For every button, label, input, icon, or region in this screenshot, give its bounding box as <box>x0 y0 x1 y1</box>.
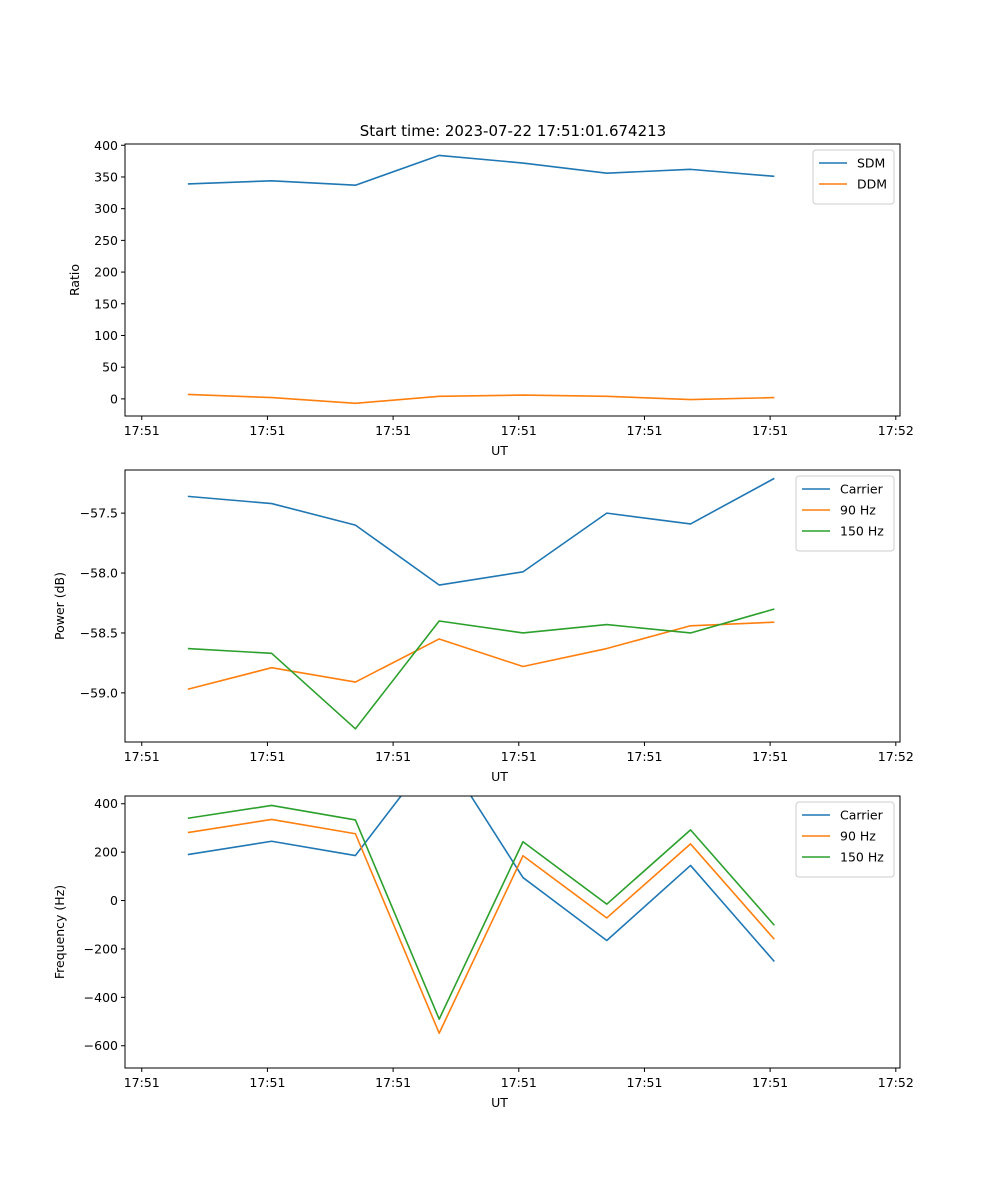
p1-y-tick-label: 100 <box>94 328 118 343</box>
p3-series-90-hz <box>187 818 775 1034</box>
p1-y-tick-label: 250 <box>94 233 118 248</box>
p2-x-tick-label: 17:51 <box>626 749 662 764</box>
p3-legend-label-carrier: Carrier <box>840 808 884 823</box>
p3-y-tick-label: −600 <box>84 1038 118 1053</box>
p3-y-tick-label: −200 <box>84 941 118 956</box>
p2-legend-label-150-hz: 150 Hz <box>840 524 884 539</box>
p2-series-150-hz <box>187 608 775 730</box>
p1-y-tick-label: 0 <box>110 391 118 406</box>
p2-x-tick-label: 17:51 <box>501 749 537 764</box>
p3-y-tick-label: 400 <box>94 796 118 811</box>
p2-legend-box <box>795 475 895 552</box>
p1-axes-frame <box>124 143 901 417</box>
p1-x-tick-label: 17:51 <box>626 423 662 438</box>
p1-x-tick-label: 17:52 <box>878 423 914 438</box>
subplot-ratio: 17:51 17:51 17:51 17:51 17:51 17:51 17:52 0 50 10… <box>67 138 914 458</box>
p1-legend-label-ddm: DDM <box>857 177 887 192</box>
p1-x-axis-label: UT <box>491 443 508 458</box>
p3-y-tick-label: −400 <box>84 990 118 1005</box>
p1-x-tick-label: 17:51 <box>249 423 285 438</box>
p3-x-tick-label: 17:51 <box>249 1075 285 1090</box>
p1-x-tick-label: 17:51 <box>752 423 788 438</box>
p2-legend-label-90-hz: 90 Hz <box>840 503 876 518</box>
p2-x-tick-label: 17:51 <box>752 749 788 764</box>
p2-series-carrier <box>187 477 775 586</box>
p1-y-tick-label: 300 <box>94 201 118 216</box>
p1-y-tick-label: 150 <box>94 296 118 311</box>
p3-legend-box <box>795 801 895 878</box>
p2-y-tick-label: −59.0 <box>80 685 118 700</box>
p3-x-tick-label: 17:51 <box>124 1075 160 1090</box>
p3-x-tick-label: 17:51 <box>752 1075 788 1090</box>
p3-x-axis-label: UT <box>491 1095 508 1110</box>
p1-x-tick-label: 17:51 <box>124 423 160 438</box>
p1-x-tick-label: 17:51 <box>501 423 537 438</box>
subplot-frequency: 17:51 17:51 17:51 17:51 17:51 17:51 17:52 −600 −… <box>52 795 914 1110</box>
p3-legend-label-90-hz: 90 Hz <box>840 829 876 844</box>
subplot-power: 17:51 17:51 17:51 17:51 17:51 17:51 17:52 −59.0… <box>52 469 914 784</box>
p1-series-ddm <box>187 393 775 405</box>
p1-y-tick-label: 200 <box>94 265 118 280</box>
p3-x-tick-label: 17:51 <box>626 1075 662 1090</box>
p3-x-tick-label: 17:52 <box>878 1075 914 1090</box>
p1-y-axis-label: Ratio <box>67 264 82 296</box>
p2-y-tick-label: −57.5 <box>80 506 118 521</box>
p1-y-tick-label: 400 <box>94 138 118 153</box>
p2-x-axis-label: UT <box>491 769 508 784</box>
p2-axes-frame <box>124 469 901 743</box>
p2-y-tick-label: −58.0 <box>80 566 118 581</box>
p3-y-tick-label: 0 <box>110 893 118 908</box>
chart-title: Start time: 2023-07-22 17:51:01.674213 <box>360 122 666 140</box>
p1-series-sdm <box>187 154 775 187</box>
p3-series-150-hz <box>187 804 775 1020</box>
p3-axes-frame <box>124 795 901 1069</box>
p1-legend-label-sdm: SDM <box>857 156 885 171</box>
p3-x-tick-label: 17:51 <box>501 1075 537 1090</box>
p2-x-tick-label: 17:51 <box>124 749 160 764</box>
p1-y-tick-label: 50 <box>102 360 118 375</box>
p1-x-tick-label: 17:51 <box>375 423 411 438</box>
p2-x-tick-label: 17:51 <box>375 749 411 764</box>
p1-y-tick-label: 350 <box>94 169 118 184</box>
p2-legend-label-carrier: Carrier <box>840 482 884 497</box>
p2-y-tick-label: −58.5 <box>80 625 118 640</box>
p2-x-tick-label: 17:51 <box>249 749 285 764</box>
p3-series-carrier <box>187 796 775 963</box>
p2-y-axis-label: Power (dB) <box>52 572 67 640</box>
p3-x-tick-label: 17:51 <box>375 1075 411 1090</box>
p2-x-tick-label: 17:52 <box>878 749 914 764</box>
p2-series-90-hz <box>187 621 775 691</box>
p3-y-tick-label: 200 <box>94 845 118 860</box>
p3-legend-label-150-hz: 150 Hz <box>840 850 884 865</box>
p3-y-axis-label: Frequency (Hz) <box>52 885 67 979</box>
